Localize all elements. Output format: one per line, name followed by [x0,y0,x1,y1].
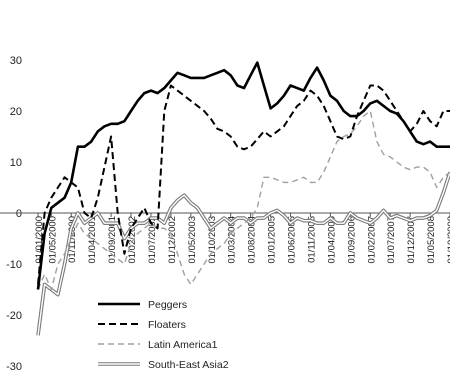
y-tick-label: 20 [10,106,22,118]
x-tick-label: 01/11/2000 [67,216,78,263]
x-tick-label: 01/04/2006 [326,216,337,264]
x-tick-label: 01/05/2008 [426,216,437,264]
x-tick-label: 01/09/2006 [346,216,357,264]
y-tick-label: -30 [6,361,22,373]
x-tick-label: 01/03/2004 [227,216,238,264]
x-tick-label: 01/09/2001 [107,216,118,264]
legend-label-south-east-asia: South-East Asia2 [148,359,229,371]
x-tick-label: 01/07/2002 [147,216,158,264]
x-tick-label: 01/05/2003 [187,216,198,264]
legend-label-latin-america: Latin America1 [148,339,218,351]
x-tick-label: 01/05/2000 [47,216,58,264]
legend-label-floaters: Floaters [148,319,186,331]
x-tick-label: 01/10/2008 [446,216,450,264]
legend: Peggers Floaters Latin America1 South-Ea… [80,292,270,372]
legend-label-peggers: Peggers [148,299,187,311]
y-axis: -30 -20 -10 0 10 20 30 [6,55,22,373]
series-line-south-east-asia-inner [37,171,450,336]
x-tick-label: 01/01/2005 [267,216,278,264]
x-tick-label: 01/06/2005 [287,216,298,264]
x-tick-label: 01/11/2005 [306,216,317,263]
x-axis: 01/01/2000 01/05/2000 01/11/2000 01/04/2001… [0,212,450,264]
x-tick-label: 01/07/2007 [386,216,397,264]
series-line-latin-america [37,110,450,291]
x-tick-label: 01/01/2000 [34,216,45,264]
y-tick-label: 0 [16,208,22,220]
x-tick-label: 01/04/2001 [87,216,98,264]
y-tick-label: 10 [10,157,22,169]
x-tick-label: 01/02/2007 [366,216,377,264]
x-tick-label: 01/10/2003 [207,216,218,264]
legend-background [80,292,270,372]
y-tick-label: -10 [6,259,22,271]
x-tick-label: 01/02/2002 [127,216,138,264]
x-tick-label: 01/12/2007 [406,216,417,264]
series-layer [36,61,450,336]
series-line-peggers [36,61,450,290]
y-tick-label: 30 [10,55,22,67]
x-tick-label: 01/08/2004 [247,216,258,264]
series-line-floaters [37,84,450,285]
y-tick-label: -20 [6,310,22,322]
x-tick-label: 01/12/2002 [167,216,178,264]
